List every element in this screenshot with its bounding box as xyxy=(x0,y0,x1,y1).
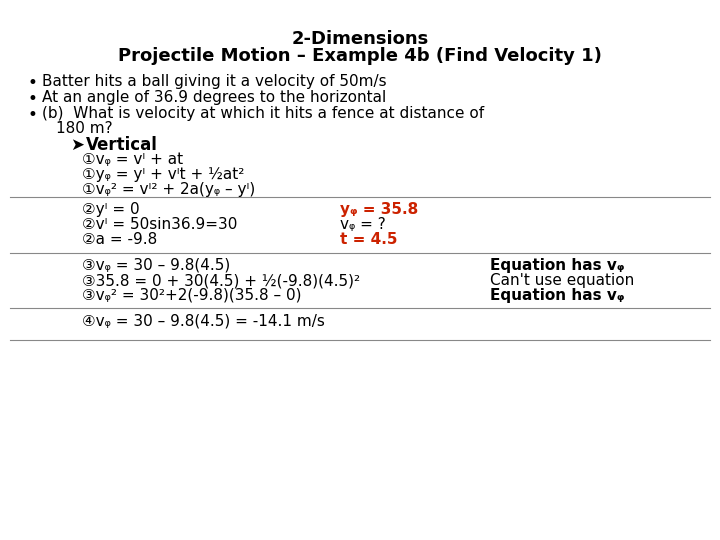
Text: ③vᵩ = 30 – 9.8(4.5): ③vᵩ = 30 – 9.8(4.5) xyxy=(82,258,230,273)
Text: ③35.8 = 0 + 30(4.5) + ½(-9.8)(4.5)²: ③35.8 = 0 + 30(4.5) + ½(-9.8)(4.5)² xyxy=(82,273,360,288)
Text: Equation has vᵩ: Equation has vᵩ xyxy=(490,258,624,273)
Text: ③vᵩ² = 30²+2(-9.8)(35.8 – 0): ③vᵩ² = 30²+2(-9.8)(35.8 – 0) xyxy=(82,288,302,303)
Text: 180 m?: 180 m? xyxy=(56,121,112,136)
Text: Can't use equation: Can't use equation xyxy=(490,273,634,288)
Text: (b)  What is velocity at which it hits a fence at distance of: (b) What is velocity at which it hits a … xyxy=(42,106,484,121)
Text: Equation has vᵩ: Equation has vᵩ xyxy=(490,288,624,303)
Text: ①yᵩ = yᴵ + vᴵt + ½at²: ①yᵩ = yᴵ + vᴵt + ½at² xyxy=(82,167,244,182)
Text: ➤: ➤ xyxy=(70,136,84,154)
Text: At an angle of 36.9 degrees to the horizontal: At an angle of 36.9 degrees to the horiz… xyxy=(42,90,386,105)
Text: ②vᴵ = 50sin36.9=30: ②vᴵ = 50sin36.9=30 xyxy=(82,217,238,232)
Text: 2-Dimensions: 2-Dimensions xyxy=(292,30,428,48)
Text: Vertical: Vertical xyxy=(86,136,158,154)
Text: •: • xyxy=(28,106,38,124)
Text: yᵩ = 35.8: yᵩ = 35.8 xyxy=(340,202,418,217)
Text: ④vᵩ = 30 – 9.8(4.5) = -14.1 m/s: ④vᵩ = 30 – 9.8(4.5) = -14.1 m/s xyxy=(82,313,325,328)
Text: ②a = -9.8: ②a = -9.8 xyxy=(82,232,157,247)
Text: •: • xyxy=(28,74,38,92)
Text: Batter hits a ball giving it a velocity of 50m/s: Batter hits a ball giving it a velocity … xyxy=(42,74,387,89)
Text: t = 4.5: t = 4.5 xyxy=(340,232,397,247)
Text: ①vᵩ² = vᴵ² + 2a(yᵩ – yᴵ): ①vᵩ² = vᴵ² + 2a(yᵩ – yᴵ) xyxy=(82,182,256,197)
Text: vᵩ = ?: vᵩ = ? xyxy=(340,217,386,232)
Text: Projectile Motion – Example 4b (Find Velocity 1): Projectile Motion – Example 4b (Find Vel… xyxy=(118,47,602,65)
Text: •: • xyxy=(28,90,38,108)
Text: ①vᵩ = vᴵ + at: ①vᵩ = vᴵ + at xyxy=(82,152,183,167)
Text: ②yᴵ = 0: ②yᴵ = 0 xyxy=(82,202,140,217)
